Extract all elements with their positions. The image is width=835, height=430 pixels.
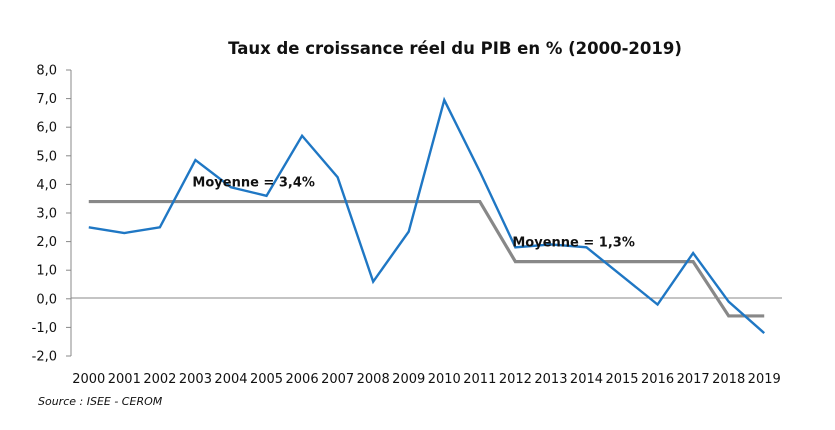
x-tick-label: 2014 xyxy=(570,372,603,387)
x-tick-label: 2005 xyxy=(250,372,283,387)
x-tick-label: 2004 xyxy=(214,372,247,387)
series-layer xyxy=(88,96,766,335)
x-tick-label: 2019 xyxy=(748,372,781,387)
y-tick-label: 2,0 xyxy=(36,235,57,250)
x-tick-label: 2017 xyxy=(677,372,710,387)
x-tick-label: 2003 xyxy=(179,372,212,387)
y-tick-label: 1,0 xyxy=(36,264,57,279)
y-tick-label: 6,0 xyxy=(36,121,57,136)
y-tick-label: 8,0 xyxy=(36,64,57,79)
x-tick-label: 2008 xyxy=(357,372,390,387)
x-tick-label: 2006 xyxy=(286,372,319,387)
chart-title: Taux de croissance réel du PIB en % (200… xyxy=(228,39,682,58)
y-tick-label: 0,0 xyxy=(36,292,57,307)
annotations: Moyenne = 3,4% Moyenne = 1,3% xyxy=(192,176,634,251)
source-note: Source : ISEE - CEROM xyxy=(38,395,163,408)
y-tick-label: 4,0 xyxy=(36,178,57,193)
x-tick-label: 2015 xyxy=(605,372,638,387)
x-tick-label: 2012 xyxy=(499,372,532,387)
x-tick-label: 2007 xyxy=(321,372,354,387)
y-tick-label: -1,0 xyxy=(32,321,57,336)
x-tick-label: 2001 xyxy=(108,372,141,387)
y-tick-label: 7,0 xyxy=(36,92,57,107)
series-line-average xyxy=(88,199,765,318)
x-tick-label: 2002 xyxy=(143,372,176,387)
average-annotation: Moyenne = 1,3% xyxy=(512,236,634,251)
x-tick-label: 2016 xyxy=(641,372,674,387)
x-tick-label: 2000 xyxy=(72,372,105,387)
x-tick-label: 2018 xyxy=(712,372,745,387)
average-annotation: Moyenne = 3,4% xyxy=(192,176,314,191)
x-tick-label: 2013 xyxy=(534,372,567,387)
y-tick-label: -2,0 xyxy=(32,350,57,365)
series-line-gdp-growth xyxy=(88,96,766,335)
x-tick-label: 2010 xyxy=(428,372,461,387)
x-axis-ticks: 2000 2001 2002 2003 2004 2005 2006 2007 2008 2009… xyxy=(72,372,781,387)
x-tick-label: 2011 xyxy=(463,372,496,387)
x-tick-label: 2009 xyxy=(392,372,425,387)
y-tick-label: 5,0 xyxy=(36,149,57,164)
y-axis-ticks: -2,0 -1,0 0,0 1,0 2,0 3,0 4,0 5,0 6,0 7,0 8,0 xyxy=(32,64,71,365)
y-tick-label: 3,0 xyxy=(36,207,57,222)
